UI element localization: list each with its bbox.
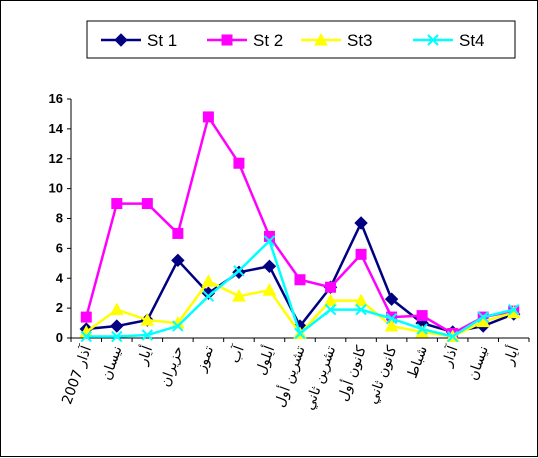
- legend-label: St 1: [147, 31, 177, 50]
- data-point: [508, 303, 520, 316]
- data-point: [325, 281, 337, 293]
- data-point: [80, 311, 92, 323]
- series-st4: [80, 235, 520, 343]
- data-point: [263, 235, 276, 247]
- data-point: [141, 198, 153, 210]
- legend-swatch-marker: [221, 34, 233, 46]
- x-marker-stroke: [508, 303, 520, 316]
- legend-item: St 1: [101, 31, 177, 50]
- data-point: [202, 290, 215, 302]
- x-marker-stroke: [416, 323, 428, 335]
- data-point: [416, 323, 428, 335]
- legend-label: St3: [347, 31, 373, 50]
- x-tick-label: شباط: [405, 344, 431, 381]
- y-tick-label: 12: [49, 151, 63, 166]
- data-point: [385, 312, 398, 325]
- x-tick-label: نيسان: [98, 344, 125, 383]
- x-tick-label: نيسان: [465, 344, 492, 383]
- legend-swatch-marker: [427, 34, 439, 46]
- x-marker-stroke: [477, 311, 489, 323]
- x-tick-label: حزيران: [157, 344, 186, 389]
- x-tick-label: تشرين ثاني: [301, 344, 339, 412]
- legend: St 1 St 2 St3 St4: [86, 20, 516, 59]
- data-point: [111, 198, 123, 210]
- data-point: [294, 274, 306, 286]
- x-tick-label: أيار: [499, 343, 523, 368]
- y-tick-label: 4: [56, 270, 64, 285]
- data-point: [262, 259, 277, 274]
- y-tick-label: 0: [56, 330, 63, 345]
- data-point: [233, 157, 245, 169]
- x-tick-label: آذار 2007: [58, 343, 95, 407]
- data-point: [111, 330, 123, 343]
- data-point: [323, 293, 338, 307]
- x-tick-label: تموز: [193, 344, 217, 375]
- x-marker-stroke: [80, 330, 92, 343]
- data-point: [446, 330, 459, 343]
- data-point: [172, 320, 184, 332]
- data-point: [172, 227, 184, 239]
- data-point: [384, 319, 399, 332]
- data-point: [416, 310, 428, 322]
- x-marker-stroke: [263, 235, 276, 247]
- y-tick-label: 6: [56, 240, 63, 255]
- x-marker-stroke: [233, 265, 245, 277]
- x-marker-stroke: [294, 327, 306, 340]
- data-point: [140, 313, 155, 326]
- data-point: [232, 289, 246, 302]
- legend-label: St4: [459, 31, 485, 50]
- data-point: [477, 311, 489, 323]
- x-tick-label: كانون ثاني: [365, 344, 401, 407]
- x-marker-stroke: [141, 329, 154, 341]
- legend-label: St 2: [253, 31, 283, 50]
- data-point: [294, 327, 306, 340]
- data-point: [233, 265, 245, 277]
- x-marker-stroke: [446, 330, 459, 343]
- legend-item: St3: [301, 31, 373, 50]
- data-point: [354, 293, 368, 307]
- data-point: [141, 329, 154, 341]
- data-point: [110, 319, 124, 333]
- legend-swatch-marker: [314, 32, 328, 46]
- legend-item: St4: [413, 31, 485, 50]
- y-tick-label: 8: [56, 211, 63, 226]
- data-point: [171, 253, 185, 268]
- data-point: [355, 303, 367, 316]
- x-tick-label: كانون أول: [333, 343, 370, 404]
- x-marker-stroke: [385, 312, 398, 325]
- series-line: [85, 113, 514, 335]
- x-marker-stroke: [172, 320, 184, 332]
- data-point: [384, 292, 399, 306]
- x-marker-stroke: [202, 290, 215, 302]
- data-point: [355, 248, 367, 260]
- x-marker-stroke: [324, 303, 337, 316]
- y-tick-label: 10: [49, 181, 63, 196]
- series-group: [79, 111, 521, 343]
- x-marker-stroke: [111, 330, 123, 343]
- legend-swatch-marker: [114, 33, 128, 47]
- data-point: [109, 302, 124, 316]
- y-tick-label: 2: [56, 300, 63, 315]
- x-tick-label: آذار: [438, 343, 462, 370]
- y-tick-label: 14: [49, 121, 64, 136]
- x-tick-label: آب: [226, 343, 248, 366]
- data-point: [201, 274, 216, 287]
- y-tick-label: 16: [49, 91, 63, 106]
- data-point: [262, 283, 277, 296]
- data-point: [324, 303, 337, 316]
- legend-item: St 2: [207, 31, 283, 50]
- data-point: [80, 330, 92, 343]
- x-marker-stroke: [355, 303, 367, 316]
- data-point: [202, 111, 214, 123]
- series-st2: [80, 111, 520, 340]
- data-point: [354, 216, 368, 230]
- x-marker-stroke: [427, 34, 439, 46]
- x-tick-label: أيار: [132, 343, 156, 368]
- x-tick-label: أيلول: [251, 343, 278, 377]
